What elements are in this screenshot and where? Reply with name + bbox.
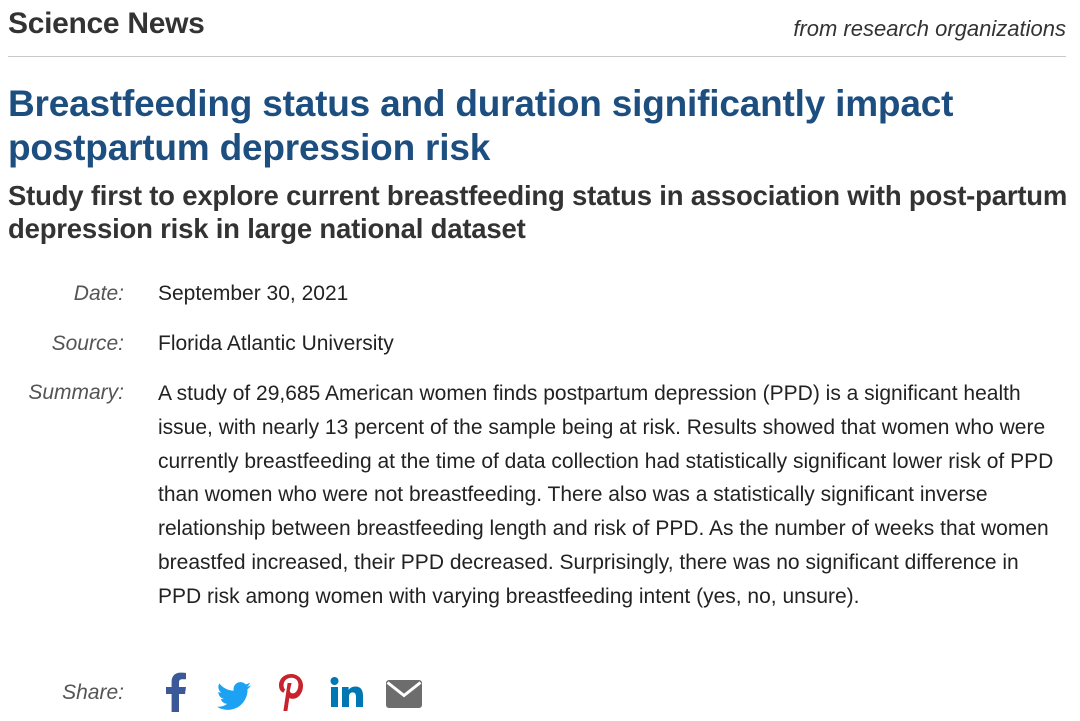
linkedin-icon[interactable]	[330, 672, 364, 714]
share-label: Share:	[62, 681, 124, 704]
article-subtitle: Study first to explore current breastfee…	[8, 180, 1068, 244]
summary-label: Summary:	[28, 381, 124, 404]
share-icons	[160, 672, 430, 714]
site-header: Science News from research organizations	[8, 6, 1066, 57]
source-label: Source:	[51, 332, 124, 355]
date-label: Date:	[73, 282, 124, 305]
date-value: September 30, 2021	[158, 282, 349, 305]
site-name-link[interactable]: Science News	[8, 7, 205, 40]
email-icon[interactable]	[386, 672, 422, 714]
summary-text: A study of 29,685 American women finds p…	[158, 382, 1054, 608]
pinterest-icon[interactable]	[277, 672, 305, 714]
twitter-icon[interactable]	[217, 672, 251, 714]
article-headline: Breastfeeding status and duration signif…	[8, 83, 954, 168]
source-value: Florida Atlantic University	[158, 332, 394, 355]
site-tagline: from research organizations	[793, 16, 1066, 41]
facebook-icon[interactable]	[166, 672, 186, 714]
